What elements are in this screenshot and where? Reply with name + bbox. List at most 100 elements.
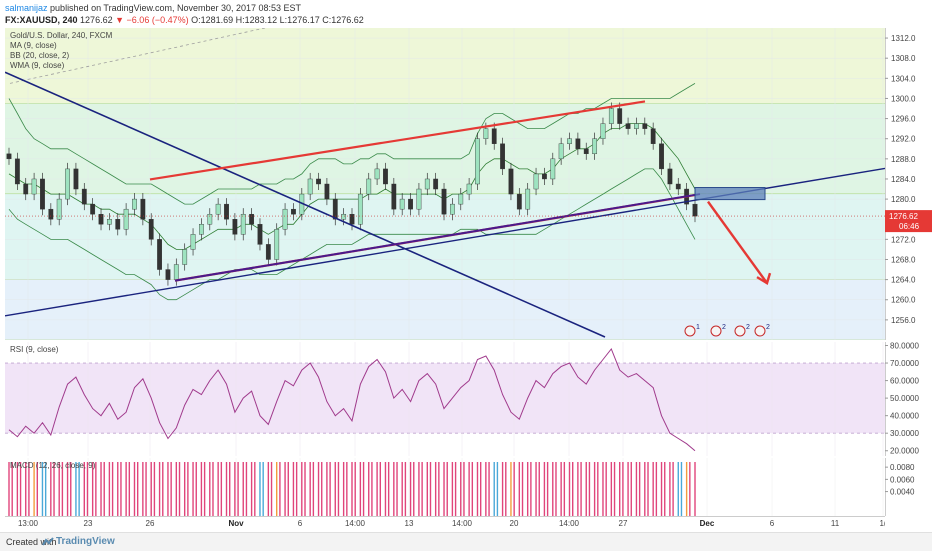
candle-body — [391, 183, 397, 210]
legend-bb[interactable]: BB (20, close, 2) — [10, 51, 70, 60]
candle-body — [491, 128, 497, 144]
legend-wma[interactable]: WMA (9, close) — [10, 61, 65, 70]
price-tick-label: 1280.0 — [891, 195, 916, 204]
flag-circle — [710, 325, 722, 337]
legend-title: Gold/U.S. Dollar, 240, FXCM — [10, 31, 113, 40]
rsi-tick-label: 80.0000 — [890, 342, 919, 351]
price-tick-label: 1304.0 — [891, 74, 916, 83]
candle-body — [140, 198, 146, 220]
candle-body — [98, 213, 104, 225]
candle-body — [132, 198, 137, 210]
rsi-chart[interactable] — [5, 342, 885, 456]
price-tick-label: 1272.0 — [891, 235, 916, 244]
bollinger-lower-line — [8, 168, 696, 301]
candle-body — [199, 224, 204, 235]
macd-tick-label: 0.0080 — [890, 463, 915, 472]
time-tick-label: 6 — [298, 519, 303, 528]
legend-ma[interactable]: MA (9, close) — [10, 41, 57, 50]
candle-body — [583, 148, 589, 155]
footer: Created with TradingView — [0, 532, 932, 551]
target-box — [694, 187, 766, 201]
candle-body — [106, 219, 112, 225]
candle-body — [14, 158, 20, 185]
price-tick-label: 1256.0 — [891, 316, 916, 325]
candle-body — [324, 183, 330, 200]
time-tick-label: 1( — [879, 519, 885, 528]
candle-body — [575, 138, 581, 149]
candle-body — [399, 198, 405, 210]
candle-body — [383, 168, 388, 185]
event-count: 2 — [722, 324, 726, 331]
time-axis[interactable]: 13:00 23 26 Nov 6 14:00 13 14:00 20 14:00 27 Dec 6 11… — [5, 516, 885, 530]
candle-body — [600, 123, 606, 139]
time-tick-label: 14:00 — [559, 519, 580, 528]
symbol-label: FX:XAUUSD, 240 — [5, 15, 78, 25]
candle-body — [357, 193, 363, 225]
author-link[interactable]: salmanijaz — [5, 3, 48, 13]
time-tick-label: 27 — [619, 519, 628, 528]
flag-circle — [754, 325, 766, 337]
tradingview-logo-icon — [42, 537, 54, 546]
rsi-tick-label: 60.0000 — [890, 377, 919, 386]
economic-event-flag-icon: 1 — [684, 324, 700, 337]
chart-header: salmanijaz published on TradingView.com,… — [0, 0, 932, 28]
candle-body — [458, 193, 464, 205]
rsi-band — [5, 363, 885, 434]
last-price: 1276.62 — [80, 15, 113, 25]
candle-body — [634, 123, 639, 129]
price-tick-label: 1260.0 — [891, 296, 916, 305]
candle-body — [332, 198, 338, 220]
rsi-tick-label: 50.0000 — [890, 394, 919, 403]
candle-body — [466, 183, 472, 195]
candle-body — [642, 123, 648, 129]
rsi-legend[interactable]: RSI (9, close) — [10, 345, 59, 354]
arrow-head — [756, 272, 772, 285]
price-tick-label: 1308.0 — [891, 54, 916, 63]
published-text: published on TradingView.com, November 3… — [50, 3, 302, 13]
candle-body — [475, 138, 480, 185]
price-chart[interactable]: 1 2 2 2 — [5, 28, 885, 340]
candle-body — [65, 168, 70, 200]
time-tick-label: 26 — [146, 519, 155, 528]
price-axis[interactable]: 1312.0 1308.0 1304.0 1300.0 1296.0 1292.0 1288… — [885, 28, 932, 340]
candle-body — [291, 208, 296, 215]
candle-body — [81, 188, 87, 205]
candle-body — [659, 143, 664, 170]
price-tick-label: 1288.0 — [891, 155, 916, 164]
candle-body — [592, 138, 598, 155]
candle-body — [257, 224, 263, 245]
rsi-axis[interactable]: 80.0000 70.0000 60.0000 50.0000 40.0000 30.00… — [885, 342, 932, 456]
candle-body — [675, 183, 681, 190]
price-zone — [5, 279, 885, 340]
support-trendline — [174, 193, 701, 282]
economic-event-flag-icon: 2 — [710, 324, 726, 337]
rsi-tick-label: 70.0000 — [890, 359, 919, 368]
candle-body — [525, 188, 531, 210]
tradingview-brand[interactable]: TradingView — [56, 536, 115, 547]
price-tick-label: 1312.0 — [891, 34, 916, 43]
macd-axis[interactable]: 0.0080 0.0060 0.0040 — [885, 458, 932, 516]
flag-circle — [684, 325, 696, 337]
candle-body — [692, 203, 698, 217]
price-tick-label: 1268.0 — [891, 255, 916, 264]
macd-tick-label: 0.0040 — [890, 488, 915, 497]
macd-chart[interactable] — [5, 458, 885, 516]
candle-body — [207, 213, 213, 225]
candle-body — [550, 158, 556, 180]
time-tick-label: 14:00 — [345, 519, 366, 528]
candle-body — [500, 143, 505, 170]
candle-body — [31, 178, 37, 195]
candle-body — [307, 178, 313, 195]
candle-body — [48, 208, 54, 220]
candle-body — [165, 269, 171, 280]
channel-top-line — [149, 100, 646, 181]
last-price-tag-time: 06:46 — [899, 222, 920, 231]
time-tick-label: Nov — [228, 519, 244, 528]
candle-body — [40, 178, 45, 210]
macd-legend[interactable]: MACD (12, 26, close, 9) — [10, 461, 96, 470]
publish-line: salmanijaz published on TradingView.com,… — [5, 3, 301, 13]
price-tick-label: 1296.0 — [891, 115, 916, 124]
candle-body — [6, 153, 12, 160]
time-tick-label: 20 — [510, 519, 519, 528]
economic-event-flag-icon: 2 — [754, 324, 770, 337]
